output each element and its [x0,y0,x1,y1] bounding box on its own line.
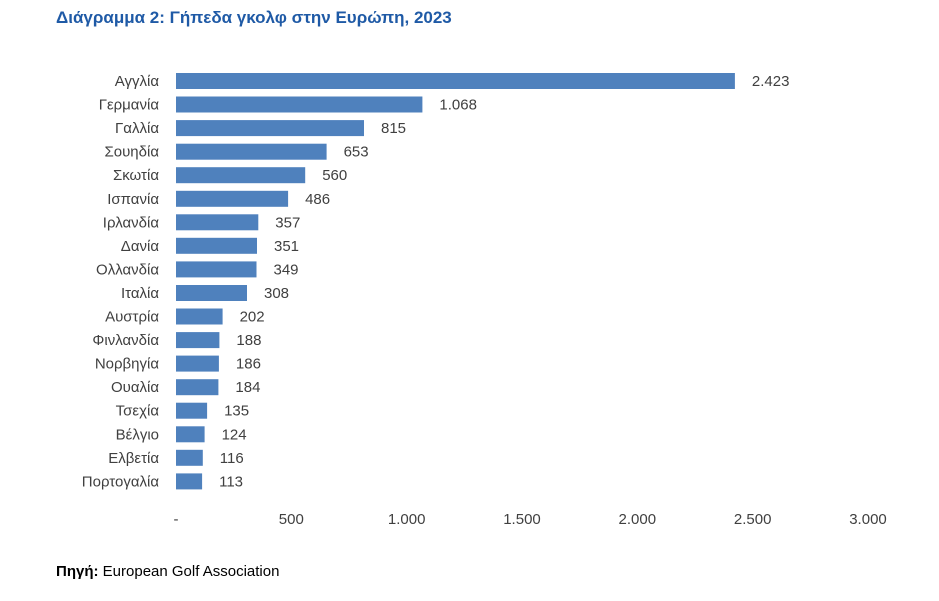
value-label-0: 2.423 [752,73,790,90]
source-label: Πηγή: [56,563,99,580]
value-label-2: 815 [381,120,406,137]
value-labels: 2.423 1.068 815 653 560 486 357 351 349 308 202 188… [219,73,789,490]
value-label-9: 308 [264,285,289,302]
category-label-1: Γερμανία [99,97,160,114]
category-label-8: Ολλανδία [96,261,159,278]
x-tick-label-4: 2.000 [619,511,657,528]
x-tick-label-5: 2.500 [734,511,772,528]
value-label-5: 486 [305,191,330,208]
bar-7 [176,237,257,254]
category-label-10: Αυστρία [105,309,159,326]
category-label-4: Σκωτία [113,167,159,184]
bar-4 [176,167,306,184]
category-label-2: Γαλλία [115,120,159,137]
bar-15 [176,426,205,443]
value-label-10: 202 [240,309,265,326]
bar-8 [176,261,257,278]
bar-12 [176,355,219,372]
bar-13 [176,379,219,396]
category-label-14: Τσεχία [116,403,160,420]
x-tick-label-3: 1.500 [503,511,541,528]
chart-title: Διάγραμμα 2: Γήπεδα γκολφ στην Ευρώπη, 2… [56,8,452,27]
source-text: European Golf Association [102,563,280,580]
value-label-16: 116 [220,450,244,467]
bar-6 [176,214,259,231]
value-label-7: 351 [274,238,299,255]
category-label-16: Ελβετία [108,450,159,467]
value-label-11: 188 [236,332,261,349]
x-axis-tick-labels: - 500 1.000 1.500 2.000 2.500 3.000 [174,511,887,528]
value-label-17: 113 [219,473,243,490]
category-label-15: Βέλγιο [116,426,159,443]
bar-5 [176,190,289,207]
source-note: Πηγή: European Golf Association [56,563,279,580]
category-label-5: Ισπανία [107,191,159,208]
value-label-13: 184 [235,379,260,396]
category-label-7: Δανία [121,238,160,255]
category-label-11: Φινλανδία [92,332,159,349]
category-label-0: Αγγλία [115,73,160,90]
value-label-6: 357 [275,214,300,231]
x-tick-label-6: 3.000 [849,511,887,528]
bar-3 [176,143,327,160]
bar-2 [176,120,364,137]
bar-10 [176,308,223,325]
value-label-8: 349 [274,261,299,278]
value-label-15: 124 [222,426,247,443]
category-label-3: Σουηδία [104,144,159,161]
bar-14 [176,402,208,419]
bars-layer [176,73,735,490]
bar-17 [176,473,203,490]
bar-11 [176,332,220,349]
value-label-1: 1.068 [439,97,477,114]
x-tick-label-2: 1.000 [388,511,426,528]
value-label-12: 186 [236,356,261,373]
category-label-13: Ουαλία [111,379,159,396]
category-label-9: Ιταλία [121,285,159,302]
value-label-14: 135 [224,403,249,420]
category-label-12: Νορβηγία [95,356,160,373]
value-label-3: 653 [344,144,369,161]
bar-0 [176,73,735,89]
category-labels: Αγγλία Γερμανία Γαλλία Σουηδία Σκωτία Ισπανία… [82,73,160,490]
category-label-6: Ιρλανδία [103,214,160,231]
bar-1 [176,96,423,113]
category-label-17: Πορτογαλία [82,473,160,490]
value-label-4: 560 [322,167,347,184]
x-tick-label-1: 500 [279,511,304,528]
x-tick-label-0: - [174,511,179,528]
bar-9 [176,285,247,301]
bar-16 [176,449,203,466]
